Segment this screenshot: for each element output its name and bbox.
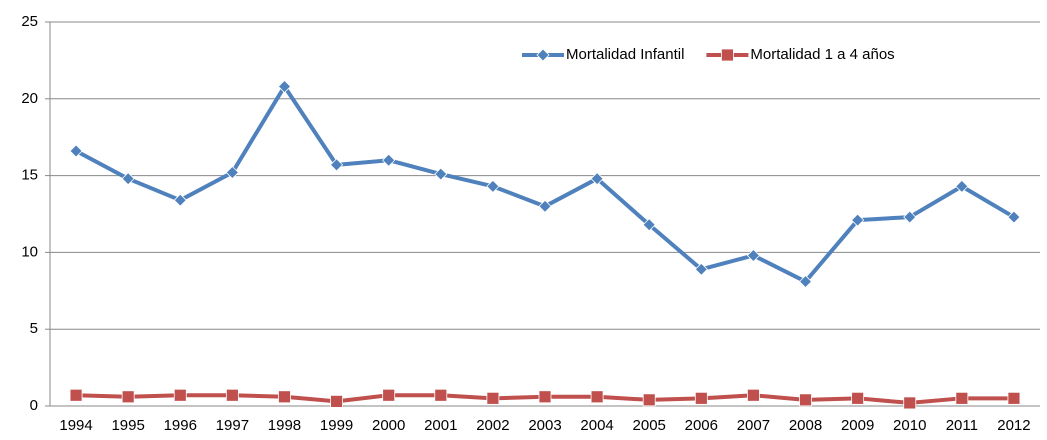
marker [798, 275, 813, 289]
x-tick-label: 1994 [59, 417, 92, 434]
x-tick-label: 2000 [372, 417, 405, 434]
x-tick-label: 2005 [633, 417, 666, 434]
marker [903, 210, 917, 224]
marker [382, 153, 396, 167]
marker [538, 199, 552, 213]
marker [382, 388, 396, 402]
marker [642, 393, 656, 407]
marker [590, 172, 604, 186]
x-tick-label: 2012 [997, 417, 1030, 434]
marker [486, 179, 500, 193]
marker [486, 391, 500, 405]
x-tick-label: 2009 [841, 417, 874, 434]
y-tick-label: 5 [30, 320, 38, 337]
y-tick-label: 25 [21, 13, 38, 30]
x-tick-label: 1995 [111, 417, 144, 434]
x-tick-label: 2011 [946, 417, 978, 434]
marker [173, 193, 187, 207]
marker [642, 218, 656, 232]
marker [69, 144, 83, 158]
marker [277, 79, 292, 94]
marker [721, 48, 734, 62]
marker [694, 391, 708, 405]
x-tick-label: 2007 [737, 417, 770, 434]
x-tick-label: 1997 [216, 417, 249, 434]
y-tick-label: 0 [30, 397, 38, 414]
marker [121, 390, 135, 404]
marker [225, 388, 239, 402]
marker [434, 388, 448, 402]
legend-label: Mortalidad Infantil [566, 46, 684, 63]
x-tick-label: 2003 [528, 417, 561, 434]
y-tick-label: 20 [21, 90, 38, 107]
x-tick-label: 2010 [893, 417, 926, 434]
marker [330, 158, 344, 172]
x-tick-label: 2002 [476, 417, 509, 434]
x-tick-label: 2006 [685, 417, 718, 434]
marker [747, 388, 760, 402]
marker [225, 165, 239, 180]
x-tick-label: 1998 [268, 417, 301, 434]
x-tick-label: 2008 [789, 417, 822, 434]
x-tick-label: 2001 [424, 417, 457, 434]
marker [955, 179, 969, 193]
x-tick-label: 1999 [320, 417, 353, 434]
marker [1007, 210, 1021, 224]
marker [278, 390, 291, 404]
marker [434, 167, 448, 181]
marker [746, 248, 760, 263]
legend-label: Mortalidad 1 a 4 años [750, 46, 894, 63]
y-tick-label: 10 [21, 243, 38, 260]
marker [538, 390, 552, 404]
marker [851, 391, 865, 405]
marker [536, 48, 550, 62]
marker [851, 213, 865, 227]
marker [121, 172, 135, 186]
marker [1007, 391, 1021, 405]
marker [955, 391, 969, 405]
marker [903, 396, 917, 410]
x-tick-label: 1996 [164, 417, 197, 434]
y-tick-label: 15 [21, 167, 38, 184]
x-tick-label: 2004 [580, 417, 613, 434]
marker [694, 262, 708, 276]
marker [330, 394, 343, 408]
marker [69, 388, 83, 402]
marker [590, 390, 604, 404]
marker [173, 388, 187, 402]
marker [799, 393, 812, 407]
